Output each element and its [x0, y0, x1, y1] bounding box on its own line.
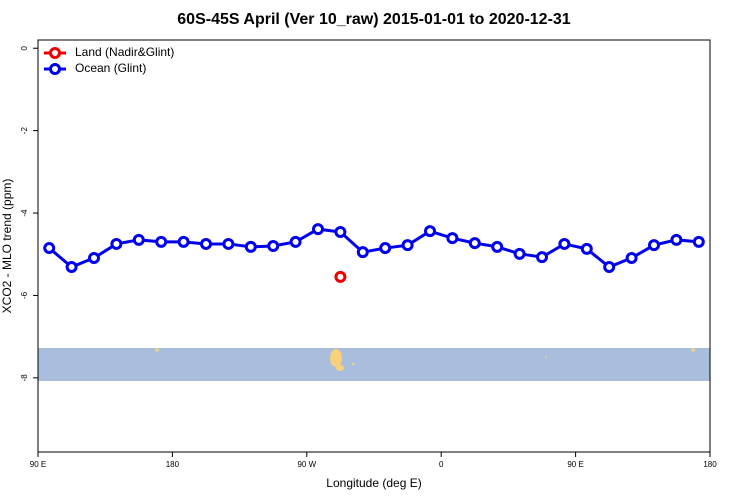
data-point: [580, 242, 593, 255]
data-point: [334, 270, 347, 283]
y-tick-label: -8: [20, 374, 29, 382]
data-point: [132, 233, 145, 246]
x-tick-label: 90 E: [567, 460, 583, 469]
y-tick-label: -2: [20, 127, 29, 135]
data-point: [446, 232, 459, 245]
data-point: [424, 225, 436, 238]
x-tick-label: 90 E: [30, 460, 46, 469]
y-tick-label: -6: [20, 291, 29, 299]
data-point: [536, 251, 548, 264]
data-point: [558, 237, 571, 250]
x-tick-label: 0: [439, 460, 444, 469]
data-point: [356, 246, 369, 259]
data-point: [468, 237, 481, 250]
chart-title: 60S-45S April (Ver 10_raw) 2015-01-01 to…: [177, 11, 571, 28]
data-point: [334, 225, 347, 238]
data-point: [625, 251, 638, 264]
legend-marker: [49, 63, 61, 75]
y-axis-label: XCO2 - MLO trend (ppm): [0, 179, 14, 314]
data-point: [43, 242, 56, 255]
x-tick-label: 180: [166, 460, 180, 469]
plot-frame: [37, 39, 711, 453]
data-point: [155, 235, 168, 248]
x-tick-label: 180: [703, 460, 717, 469]
y-tick-label: 0: [20, 45, 29, 50]
data-point: [379, 242, 392, 255]
data-point: [491, 240, 504, 253]
data-point: [312, 223, 324, 236]
data-point: [222, 237, 235, 250]
data-point: [65, 261, 78, 274]
x-tick-label: 90 W: [297, 460, 316, 469]
data-point: [244, 240, 257, 253]
data-point: [289, 235, 302, 248]
data-point: [648, 239, 660, 252]
legend-label: Ocean (Glint): [75, 61, 146, 75]
legend-marker: [49, 47, 61, 59]
data-point: [603, 261, 616, 274]
map-strip: [38, 348, 710, 381]
data-point: [692, 235, 705, 248]
data-point: [88, 251, 100, 264]
data-point: [513, 247, 526, 260]
data-point: [177, 235, 190, 248]
y-tick-label: -4: [20, 209, 29, 217]
data-point: [110, 237, 123, 250]
legend-label: Land (Nadir&Glint): [75, 45, 174, 59]
data-point: [200, 237, 212, 250]
series-line: [48, 227, 699, 269]
x-axis-label: Longitude (deg E): [326, 476, 421, 490]
data-point: [670, 233, 683, 246]
data-point: [267, 240, 280, 252]
data-point: [401, 239, 414, 252]
